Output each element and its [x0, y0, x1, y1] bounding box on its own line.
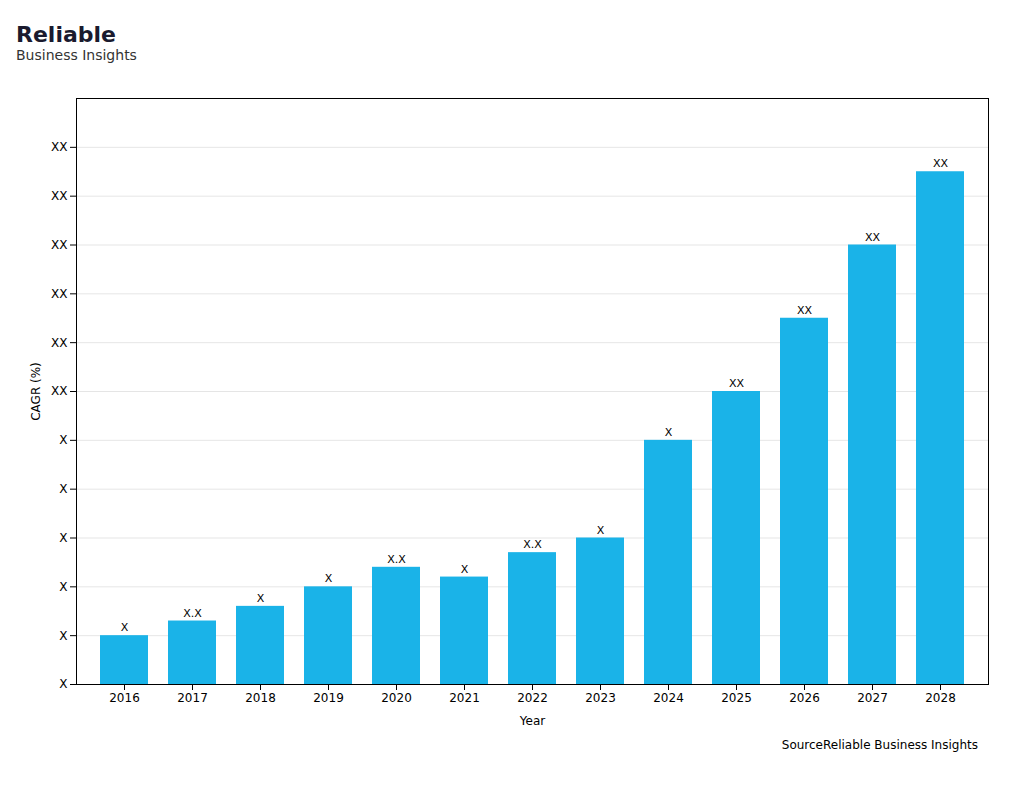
svg-text:XX: XX: [797, 304, 813, 317]
svg-text:XX: XX: [51, 287, 67, 301]
svg-text:2017: 2017: [177, 691, 208, 705]
svg-text:2016: 2016: [109, 691, 140, 705]
svg-text:2023: 2023: [585, 691, 616, 705]
svg-text:Year: Year: [519, 714, 545, 728]
html-text:Source​Reliable Business Insig: Source​Reliable Business Insights: [781, 738, 978, 752]
svg-text:X: X: [257, 592, 265, 605]
svg-text:X: X: [461, 563, 469, 576]
svg-text:2027: 2027: [857, 691, 888, 705]
svg-text:X: X: [59, 580, 67, 594]
svg-text:X.X: X.X: [183, 607, 202, 620]
svg-text:2026: 2026: [789, 691, 820, 705]
svg-text:XX: XX: [51, 336, 67, 350]
svg-text:2022: 2022: [517, 691, 548, 705]
svg-text:XX: XX: [865, 231, 881, 244]
svg-text:X: X: [59, 433, 67, 447]
svg-text:XX: XX: [51, 140, 67, 154]
svg-text:2018: 2018: [245, 691, 276, 705]
svg-text:2021: 2021: [449, 691, 480, 705]
svg-text:2019: 2019: [313, 691, 344, 705]
svg-text:XX: XX: [51, 189, 67, 203]
svg-text:CAGR (%): CAGR (%): [29, 362, 43, 421]
svg-text:XX: XX: [51, 384, 67, 398]
html-text:Business Insights: Business Insights: [16, 46, 137, 63]
svg-text:XX: XX: [729, 377, 745, 390]
svg-text:X.X: X.X: [523, 538, 542, 551]
svg-text:X: X: [59, 629, 67, 643]
svg-text:2024: 2024: [653, 691, 684, 705]
svg-text:X: X: [665, 426, 673, 439]
svg-text:2025: 2025: [721, 691, 752, 705]
svg-text:2020: 2020: [381, 691, 412, 705]
svg-text:X: X: [59, 677, 67, 691]
svg-text:X: X: [59, 531, 67, 545]
svg-text:X: X: [597, 524, 605, 537]
svg-text:2028: 2028: [925, 691, 956, 705]
svg-text:XX: XX: [51, 238, 67, 252]
svg-text:X: X: [59, 482, 67, 496]
html-text:Reliable: Reliable: [16, 21, 116, 47]
svg-text:XX: XX: [933, 157, 949, 170]
svg-text:X: X: [325, 572, 333, 585]
svg-text:X.X: X.X: [387, 553, 406, 566]
svg-text:X: X: [121, 621, 129, 634]
